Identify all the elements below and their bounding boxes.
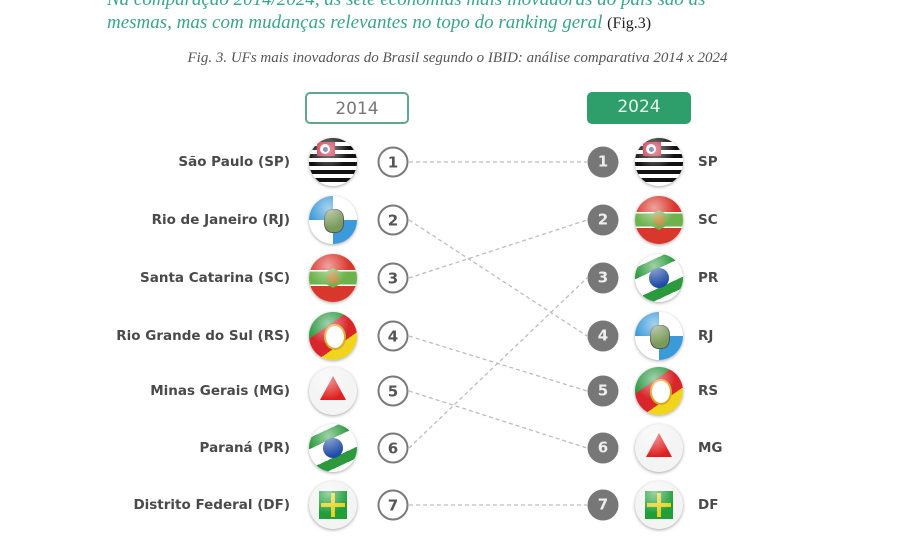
rank-badge: 4 — [377, 320, 409, 352]
df-flag-icon — [635, 481, 683, 529]
state-name: Rio Grande do Sul (RS) — [116, 328, 290, 344]
state-name: Minas Gerais (MG) — [150, 383, 290, 399]
rank-badge: 2 — [377, 204, 409, 236]
rank-badge: 7 — [377, 489, 409, 521]
state-name: Rio de Janeiro (RJ) — [151, 212, 290, 228]
rank-badge: 6 — [587, 432, 619, 464]
state-name: São Paulo (SP) — [178, 154, 290, 170]
state-name: Distrito Federal (DF) — [133, 497, 290, 513]
state-code: DF — [698, 497, 719, 513]
rs-flag-icon — [309, 312, 357, 360]
state-code: SC — [698, 212, 718, 228]
connector-6-3 — [408, 277, 588, 449]
rank-badge: 5 — [587, 375, 619, 407]
rj-flag-icon — [635, 312, 683, 360]
rank-badge: 3 — [587, 262, 619, 294]
rj-flag-icon — [309, 196, 357, 244]
rs-flag-icon — [635, 367, 683, 415]
state-code: MG — [698, 440, 723, 456]
intro-paragraph: Na comparação 2014/2024, as sete economi… — [107, 0, 867, 35]
state-code: SP — [698, 154, 718, 170]
figure-caption: Fig. 3. UFs mais inovadoras do Brasil se… — [187, 50, 728, 66]
year-label-2014: 2014 — [305, 92, 409, 124]
state-name: Paraná (PR) — [199, 440, 290, 456]
state-code: RS — [698, 383, 719, 399]
rank-badge: 5 — [377, 375, 409, 407]
sc-flag-icon — [309, 254, 357, 302]
intro-line-1: Na comparação 2014/2024, as sete economi… — [107, 0, 867, 11]
rank-badge: 4 — [587, 320, 619, 352]
rank-badge: 7 — [587, 489, 619, 521]
connector-3-2 — [408, 219, 588, 279]
rank-badge: 3 — [377, 262, 409, 294]
state-name: Santa Catarina (SC) — [140, 270, 290, 286]
mg-flag-icon — [309, 367, 357, 415]
sp-flag-icon — [309, 138, 357, 186]
state-code: RJ — [698, 328, 714, 344]
rank-badge: 1 — [377, 146, 409, 178]
rank-badge: 1 — [587, 146, 619, 178]
year-label-2024: 2024 — [587, 92, 691, 124]
pr-flag-icon — [309, 424, 357, 472]
sc-flag-icon — [635, 196, 683, 244]
mg-flag-icon — [635, 424, 683, 472]
sp-flag-icon — [635, 138, 683, 186]
df-flag-icon — [309, 481, 357, 529]
pr-flag-icon — [635, 254, 683, 302]
connector-2-4 — [408, 219, 588, 337]
intro-line-2-text: mesmas, mas com mudanças relevantes no t… — [107, 12, 603, 33]
intro-line-2: mesmas, mas com mudanças relevantes no t… — [107, 11, 867, 35]
figure-reference: (Fig.3) — [607, 15, 652, 32]
rank-badge: 6 — [377, 432, 409, 464]
state-code: PR — [698, 270, 719, 286]
rank-badge: 2 — [587, 204, 619, 236]
connector-5-6 — [408, 390, 588, 449]
